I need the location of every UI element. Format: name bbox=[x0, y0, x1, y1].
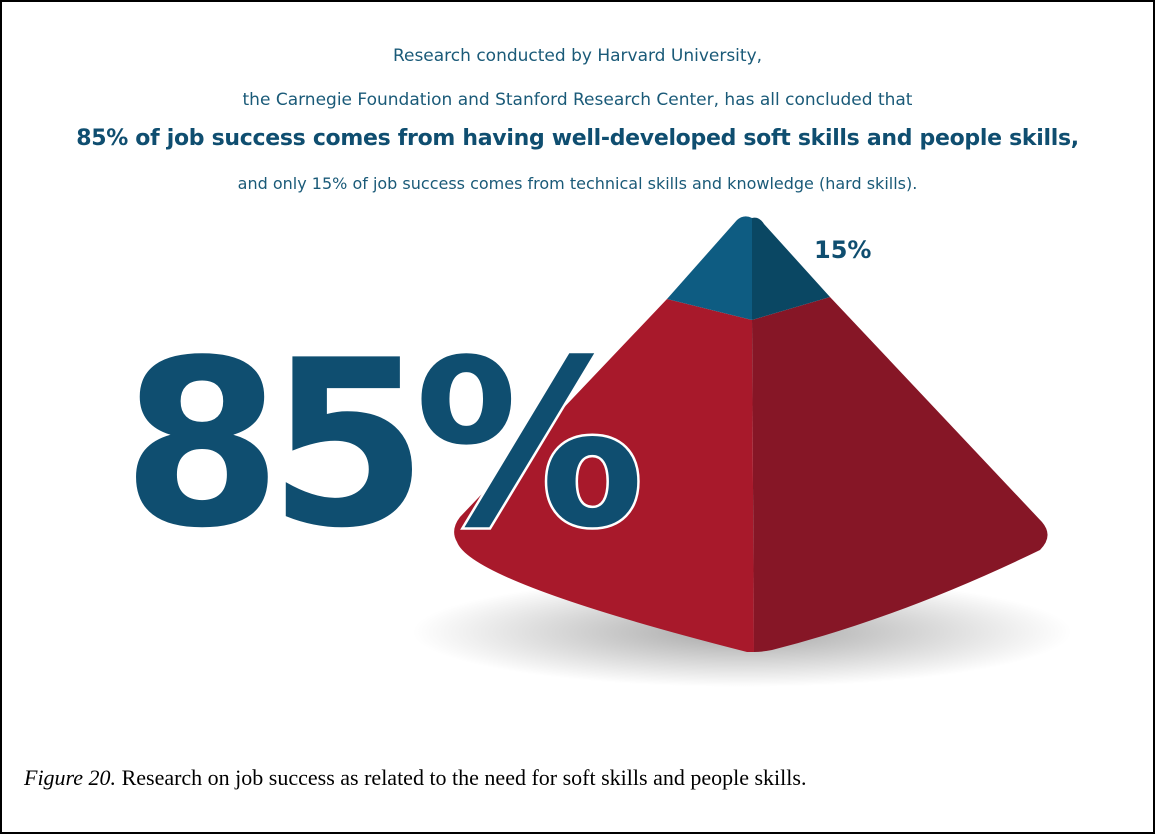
pyramid-base-left-face bbox=[454, 299, 754, 652]
intro-line-1: Research conducted by Harvard University… bbox=[392, 46, 763, 66]
figure-caption: Figure 20. Research on job success as re… bbox=[24, 765, 806, 791]
pyramid-top-right-face bbox=[752, 217, 830, 320]
big-percent-label: 85% bbox=[122, 312, 638, 579]
intro-line-2: the Carnegie Foundation and Stanford Res… bbox=[242, 90, 913, 110]
pyramid-top-left-face bbox=[667, 216, 752, 320]
pyramid-base-right-face bbox=[752, 297, 1048, 652]
caption-text: Research on job success as related to th… bbox=[116, 765, 807, 790]
intro-headline: 85% of job success comes from having wel… bbox=[76, 126, 1079, 151]
intro-line-4: and only 15% of job success comes from t… bbox=[237, 174, 918, 193]
figure-number: Figure 20. bbox=[24, 765, 117, 790]
top-percent-label: 15% bbox=[814, 236, 871, 264]
